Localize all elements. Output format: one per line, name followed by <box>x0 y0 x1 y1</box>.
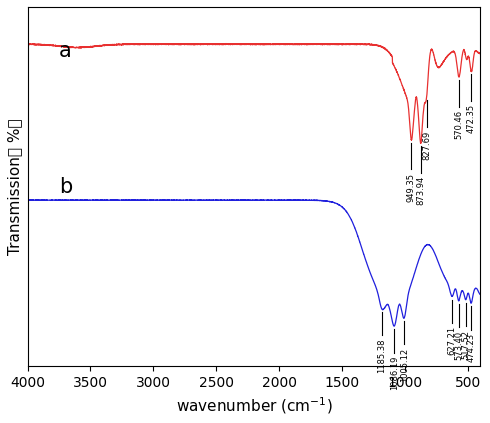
Text: 627.21: 627.21 <box>447 326 456 355</box>
Text: 474.23: 474.23 <box>466 333 476 362</box>
Text: 949.35: 949.35 <box>407 173 416 202</box>
Text: 1005.12: 1005.12 <box>400 348 409 382</box>
Text: 570.46: 570.46 <box>455 110 464 139</box>
Text: a: a <box>59 41 72 61</box>
Y-axis label: Transmission（ %）: Transmission（ %） <box>7 118 22 255</box>
Text: 472.35: 472.35 <box>467 104 476 133</box>
Text: 573.40: 573.40 <box>454 331 463 360</box>
Text: 1185.38: 1185.38 <box>377 339 386 373</box>
Text: 517.52: 517.52 <box>461 330 470 359</box>
Text: b: b <box>59 177 72 197</box>
Text: 873.94: 873.94 <box>416 176 425 206</box>
Text: 1086.19: 1086.19 <box>390 356 399 390</box>
Text: 827.69: 827.69 <box>422 130 431 159</box>
X-axis label: wavenumber (cm$^{-1}$): wavenumber (cm$^{-1}$) <box>175 396 332 416</box>
